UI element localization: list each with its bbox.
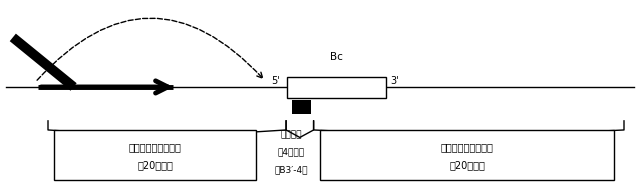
Bar [320, 130, 614, 180]
Text: （20塗基）: （20塗基） [449, 161, 485, 171]
Text: 個数計算の対象配列: 個数計算の対象配列 [441, 142, 493, 152]
Text: 注目配列: 注目配列 [280, 130, 302, 139]
Text: Bc: Bc [330, 52, 342, 62]
Bar [292, 100, 311, 114]
Bar [54, 130, 256, 180]
Text: （4塗基）: （4塗基） [278, 148, 305, 157]
Text: 3': 3' [390, 76, 399, 86]
Text: （B3′-4）: （B3′-4） [275, 165, 308, 174]
Text: （20塗基）: （20塗基） [137, 161, 173, 171]
Bar [287, 77, 386, 98]
Text: 5': 5' [271, 76, 280, 86]
Text: 個数計算の対象配列: 個数計算の対象配列 [129, 142, 182, 152]
